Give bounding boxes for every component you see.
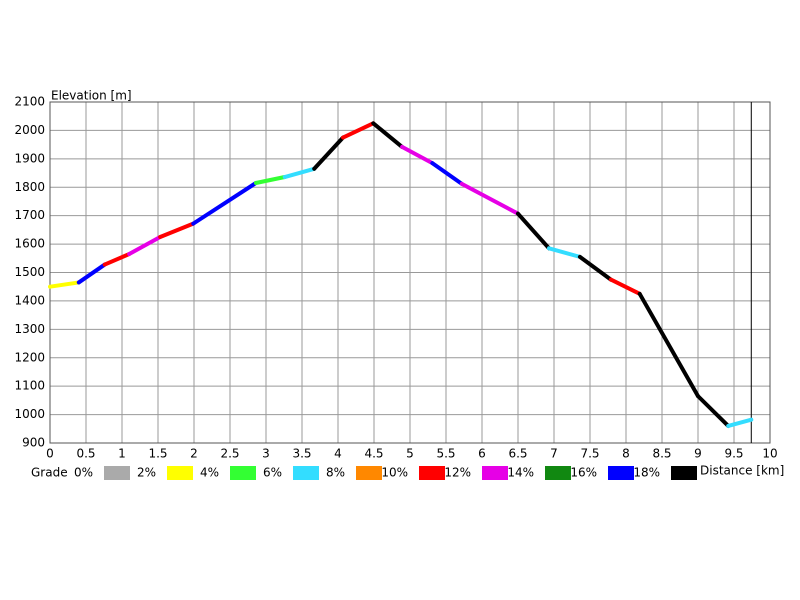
legend-label: 10% [381, 466, 408, 480]
x-tick-label: 3.5 [292, 447, 311, 461]
y-tick-label: 900 [22, 436, 45, 450]
legend-label: 0% [74, 466, 93, 480]
y-tick-label: 1300 [14, 322, 45, 336]
legend-label: 18% [633, 466, 660, 480]
x-tick-label: 6 [478, 447, 486, 461]
plot-border [49, 101, 771, 444]
x-tick-label: 5.5 [436, 447, 455, 461]
x-tick-label: 4.5 [364, 447, 383, 461]
y-tick-label: 1400 [14, 293, 45, 307]
x-tick-label: 2 [190, 447, 198, 461]
y-tick-label: 2100 [14, 95, 45, 109]
x-tick-label: 0.5 [76, 447, 95, 461]
legend-label: 4% [200, 466, 219, 480]
profile-segment [76, 262, 107, 285]
profile-segment [371, 121, 405, 149]
profile-segment [726, 417, 754, 428]
legend-swatch [293, 466, 319, 480]
x-tick-label: 0 [46, 447, 54, 461]
x-tick-label: 1.5 [148, 447, 167, 461]
profile-segment [637, 291, 700, 399]
profile-segment [253, 175, 287, 185]
y-tick-label: 1600 [14, 237, 45, 251]
legend-label: 12% [444, 466, 471, 480]
profile-segment [102, 252, 132, 267]
y-tick-label: 1800 [14, 180, 45, 194]
y-tick-label: 1000 [14, 407, 45, 421]
x-tick-label: 10 [762, 447, 777, 461]
profile-segment [430, 161, 464, 186]
x-tick-label: 8 [622, 447, 630, 461]
y-axis-label: Elevation [m] [51, 89, 132, 103]
y-tick-label: 2000 [14, 123, 45, 137]
legend-swatch [482, 466, 508, 480]
profile-segment [191, 180, 258, 226]
x-tick-label: 9 [694, 447, 702, 461]
legend-swatch [608, 466, 634, 480]
legend-swatch [419, 466, 445, 480]
x-tick-label: 3 [262, 447, 270, 461]
profile-segment [400, 144, 435, 166]
x-tick-label: 6.5 [508, 447, 527, 461]
legend-swatch [545, 466, 571, 480]
profile-segment [516, 211, 551, 251]
profile-segment [608, 277, 642, 296]
profile-segment [459, 181, 520, 216]
profile-segment [546, 246, 582, 259]
profile-segment [696, 394, 731, 428]
x-tick-label: 1 [118, 447, 126, 461]
x-tick-label: 7.5 [580, 447, 599, 461]
legend-label: 16% [570, 466, 597, 480]
x-tick-label: 5 [406, 447, 414, 461]
profile-segment [48, 280, 81, 289]
profile-segment [312, 135, 346, 171]
legend-swatch [230, 466, 256, 480]
legend-swatch [104, 466, 130, 480]
legend-swatch [167, 466, 193, 480]
profile-segment [282, 166, 317, 180]
y-tick-label: 1200 [14, 350, 45, 364]
x-tick-label: 2.5 [220, 447, 239, 461]
profile-segment [127, 234, 163, 257]
profile-segment [158, 221, 196, 239]
y-tick-label: 1500 [14, 265, 45, 279]
profile-segment [341, 121, 376, 140]
legend-swatch [356, 466, 382, 480]
x-axis-label: Distance [km] [700, 464, 784, 478]
x-tick-label: 7 [550, 447, 558, 461]
x-tick-label: 4 [334, 447, 342, 461]
legend-label: 14% [507, 466, 534, 480]
legend-label: 6% [263, 466, 282, 480]
x-tick-label: 8.5 [652, 447, 671, 461]
legend-label: 2% [137, 466, 156, 480]
profile-segment [577, 254, 613, 282]
x-tick-label: 9.5 [724, 447, 743, 461]
legend-label: 8% [326, 466, 345, 480]
y-tick-label: 1700 [14, 208, 45, 222]
y-tick-label: 1900 [14, 151, 45, 165]
y-tick-label: 1100 [14, 379, 45, 393]
legend-swatch [671, 466, 697, 480]
legend-title: Grade [31, 466, 68, 480]
